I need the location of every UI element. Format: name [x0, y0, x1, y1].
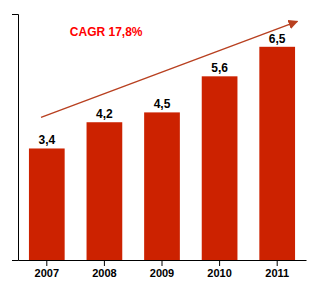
data-label: 4,5 — [154, 97, 171, 111]
y-axis — [12, 15, 19, 261]
annotation: CAGR 17,8% — [70, 25, 143, 39]
bar — [259, 47, 295, 260]
x-tick: 2008 — [92, 260, 116, 279]
bar — [29, 148, 65, 260]
x-tick: 2011 — [265, 260, 289, 279]
bar — [202, 76, 238, 260]
x-tick: 2009 — [150, 260, 174, 279]
data-labels: 3,4 4,2 4,5 5,6 6,5 — [38, 32, 285, 148]
x-tick-label: 2008 — [92, 267, 116, 279]
plot: 2007 2008 2009 2010 2011 3,4 4,2 4,5 5,6 6,5 CAGR … — [12, 15, 307, 279]
bar — [87, 122, 123, 260]
y-axis-line — [12, 15, 19, 261]
x-tick-mark — [219, 260, 220, 266]
x-tick-label: 2009 — [150, 267, 174, 279]
bars — [29, 47, 295, 260]
data-label: 6,5 — [269, 32, 286, 46]
data-label: 4,2 — [96, 107, 113, 121]
x-tick-mark — [46, 260, 47, 266]
x-tick-mark — [104, 260, 105, 266]
x-tick-label: 2011 — [265, 267, 289, 279]
x-tick-label: 2007 — [35, 267, 59, 279]
cagr-arrow — [41, 21, 297, 117]
x-tick-mark — [162, 260, 163, 266]
x-tick: 2007 — [35, 260, 59, 279]
data-label: 3,4 — [38, 133, 55, 147]
chart: 2007 2008 2009 2010 2011 3,4 4,2 4,5 5,6 6,5 CAGR … — [0, 0, 318, 290]
x-tick-label: 2010 — [207, 267, 231, 279]
data-label: 5,6 — [211, 61, 228, 75]
bar — [144, 112, 180, 260]
x-tick: 2010 — [207, 260, 231, 279]
x-tick-mark — [277, 260, 278, 266]
x-axis: 2007 2008 2009 2010 2011 — [19, 260, 307, 279]
